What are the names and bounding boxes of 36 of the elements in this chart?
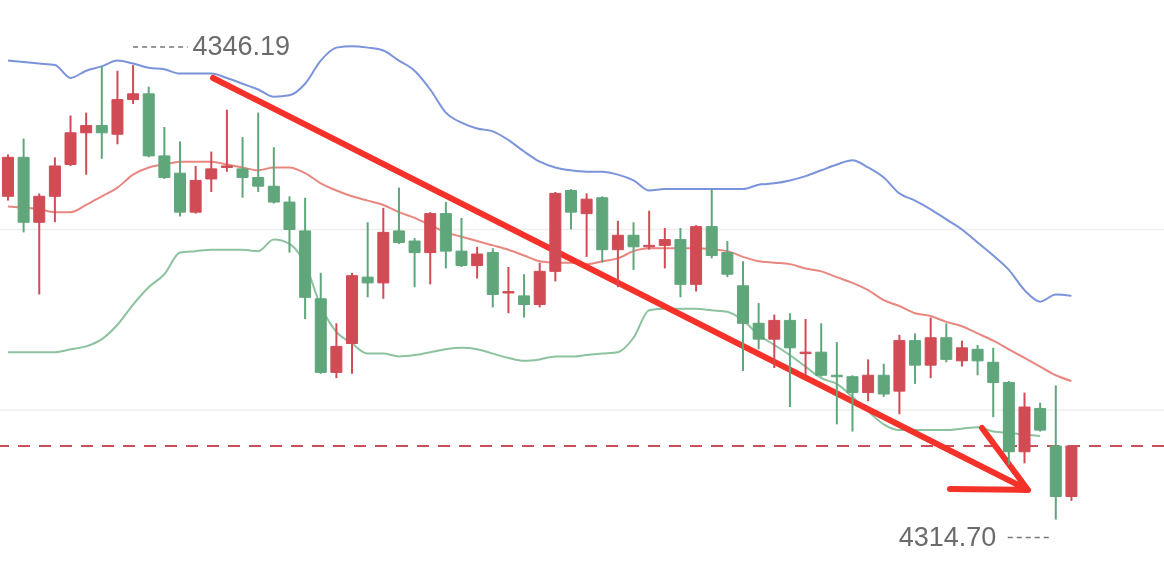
candlestick bbox=[127, 64, 140, 105]
candlestick bbox=[752, 302, 765, 351]
candlestick bbox=[768, 313, 781, 370]
candlestick bbox=[627, 221, 640, 271]
candlestick bbox=[95, 65, 108, 160]
candlestick bbox=[471, 245, 484, 280]
candlestick bbox=[1034, 401, 1047, 433]
candlestick bbox=[799, 317, 812, 377]
candlestick bbox=[971, 343, 984, 377]
candlestick bbox=[955, 339, 968, 368]
annotation: 4314.70 bbox=[898, 521, 997, 552]
candlestick bbox=[392, 186, 405, 245]
candlestick bbox=[658, 227, 671, 270]
candlestick bbox=[502, 266, 515, 315]
annotation: 4346.19 bbox=[192, 31, 291, 62]
candlestick bbox=[205, 150, 218, 193]
candlestick bbox=[877, 362, 890, 398]
candlestick bbox=[862, 358, 875, 403]
candlestick bbox=[252, 111, 265, 193]
candlestick bbox=[815, 322, 828, 378]
candlestick bbox=[580, 192, 593, 258]
candlestick bbox=[158, 126, 171, 180]
candlestick bbox=[940, 322, 953, 364]
candlestick bbox=[80, 111, 93, 176]
candlestick bbox=[220, 108, 233, 173]
candlestick bbox=[455, 216, 468, 269]
candlestick bbox=[408, 237, 421, 289]
candlestick bbox=[611, 219, 624, 289]
candlestick bbox=[846, 374, 859, 433]
candlestick bbox=[518, 273, 531, 319]
candlestick bbox=[361, 221, 374, 299]
candlestick bbox=[564, 188, 577, 231]
candlestick bbox=[987, 346, 1000, 419]
candlestick bbox=[236, 136, 249, 199]
candlestick bbox=[721, 240, 734, 279]
candlestick bbox=[267, 146, 280, 205]
